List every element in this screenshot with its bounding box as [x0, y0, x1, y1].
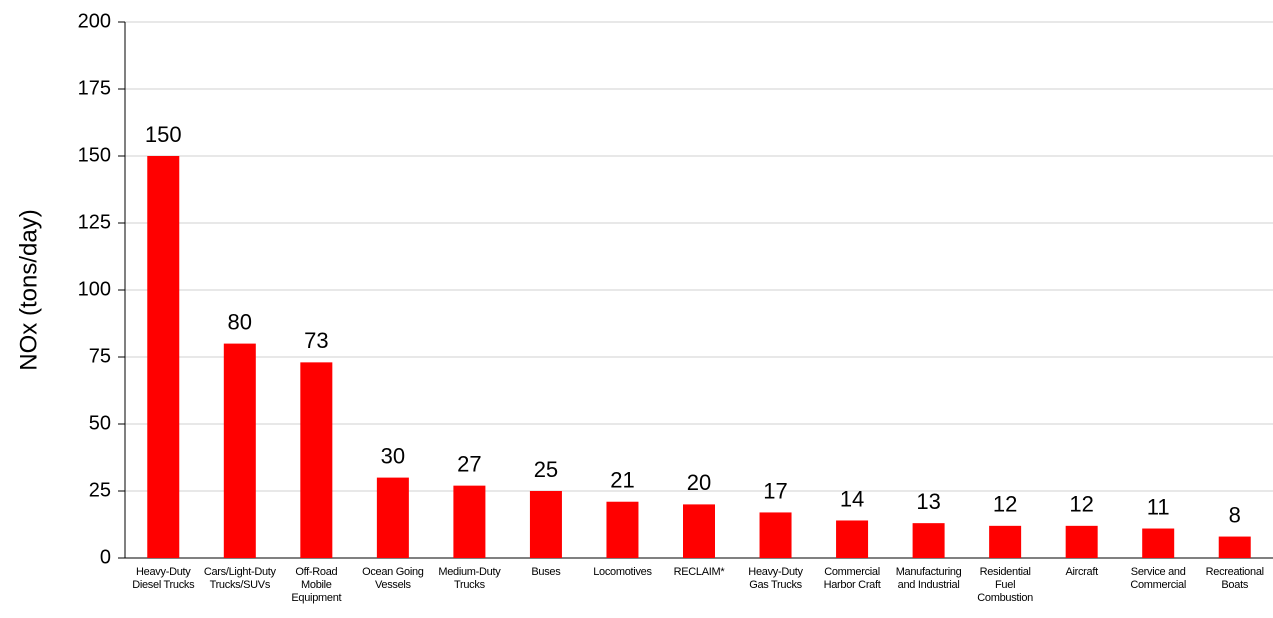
data-label: 14 — [840, 486, 864, 511]
x-tick-label-box: Commercial Harbor Craft — [823, 566, 881, 591]
data-label: 73 — [304, 328, 328, 353]
y-tick-label: 25 — [89, 479, 111, 501]
bar — [1142, 528, 1175, 558]
bar — [453, 485, 486, 558]
y-tick-label: 200 — [78, 10, 111, 32]
bar — [683, 504, 715, 558]
data-label: 17 — [763, 478, 787, 503]
y-tick-label: 50 — [89, 412, 111, 434]
x-tick-label: Heavy-Duty Diesel Trucks — [132, 566, 195, 591]
x-tick-label: Locomotives — [593, 566, 652, 578]
data-label: 11 — [1147, 494, 1170, 519]
x-tick-label: Recreational Boats — [1205, 566, 1264, 591]
x-tick-label: Residential Fuel Combustion — [977, 566, 1033, 604]
x-tick-label: Cars/Light-Duty Trucks/SUVs — [203, 566, 276, 591]
x-tick-label: Buses — [531, 566, 561, 578]
x-tick-label-box: Heavy-Duty Diesel Trucks — [132, 566, 195, 591]
x-tick-label-box: Heavy-Duty Gas Trucks — [748, 566, 803, 591]
bar — [989, 525, 1022, 558]
data-label: 12 — [993, 492, 1017, 517]
x-tick-label: Commercial Harbor Craft — [823, 566, 881, 591]
x-tick-label: Heavy-Duty Gas Trucks — [748, 566, 803, 591]
y-tick-label: 150 — [78, 144, 111, 166]
x-tick-label-box: Aircraft — [1065, 566, 1098, 578]
y-tick-label: 175 — [78, 77, 111, 99]
bar — [223, 343, 256, 558]
x-tick-label: Ocean Going Vessels — [362, 566, 424, 591]
bar — [1065, 525, 1098, 558]
bar — [300, 362, 333, 558]
bar — [376, 477, 409, 558]
data-label: 80 — [228, 309, 252, 334]
x-tick-label: Off-Road Mobile Equipment — [291, 566, 342, 604]
bar — [836, 520, 869, 558]
bar — [606, 501, 639, 558]
x-tick-label-box: Medium-Duty Trucks — [438, 566, 501, 591]
data-label: 20 — [687, 470, 711, 495]
data-label: 30 — [381, 443, 405, 468]
x-tick-label-box: Ocean Going Vessels — [362, 566, 424, 591]
data-label: 21 — [610, 468, 634, 493]
bar — [529, 491, 562, 558]
y-tick-label: 0 — [100, 546, 111, 568]
x-tick-label-box: Off-Road Mobile Equipment — [291, 566, 342, 604]
data-label: 13 — [916, 489, 940, 514]
x-tick-label-box: Locomotives — [593, 566, 652, 578]
x-tick-label: Medium-Duty Trucks — [438, 566, 501, 591]
x-tick-label-box: Manufacturing and Industrial — [895, 566, 962, 591]
bar — [912, 523, 945, 558]
bar — [147, 156, 180, 558]
x-tick-label-box: Residential Fuel Combustion — [977, 566, 1033, 604]
x-tick-label-box: Buses — [531, 566, 561, 578]
x-tick-label-box: RECLAIM* — [673, 566, 725, 578]
x-tick-label-box: Recreational Boats — [1205, 566, 1264, 591]
bar — [1218, 536, 1251, 558]
x-tick-label-box: Cars/Light-Duty Trucks/SUVs — [203, 566, 276, 591]
x-tick-label: RECLAIM* — [673, 566, 725, 578]
x-tick-label-box: Service and Commercial — [1130, 566, 1187, 591]
x-tick-label: Service and Commercial — [1130, 566, 1187, 591]
bar — [759, 512, 792, 558]
data-label: 12 — [1069, 492, 1093, 517]
x-tick-label: Manufacturing and Industrial — [895, 566, 962, 591]
y-tick-label: 125 — [78, 211, 111, 233]
y-tick-label: 75 — [89, 345, 111, 367]
data-label: 25 — [534, 457, 558, 482]
y-axis-label: NOx (tons/day) — [15, 209, 42, 370]
data-label: 27 — [457, 451, 481, 476]
data-label: 8 — [1229, 502, 1241, 527]
data-label: 150 — [145, 122, 182, 147]
x-tick-label: Aircraft — [1065, 566, 1098, 578]
y-tick-label: 100 — [78, 278, 111, 300]
